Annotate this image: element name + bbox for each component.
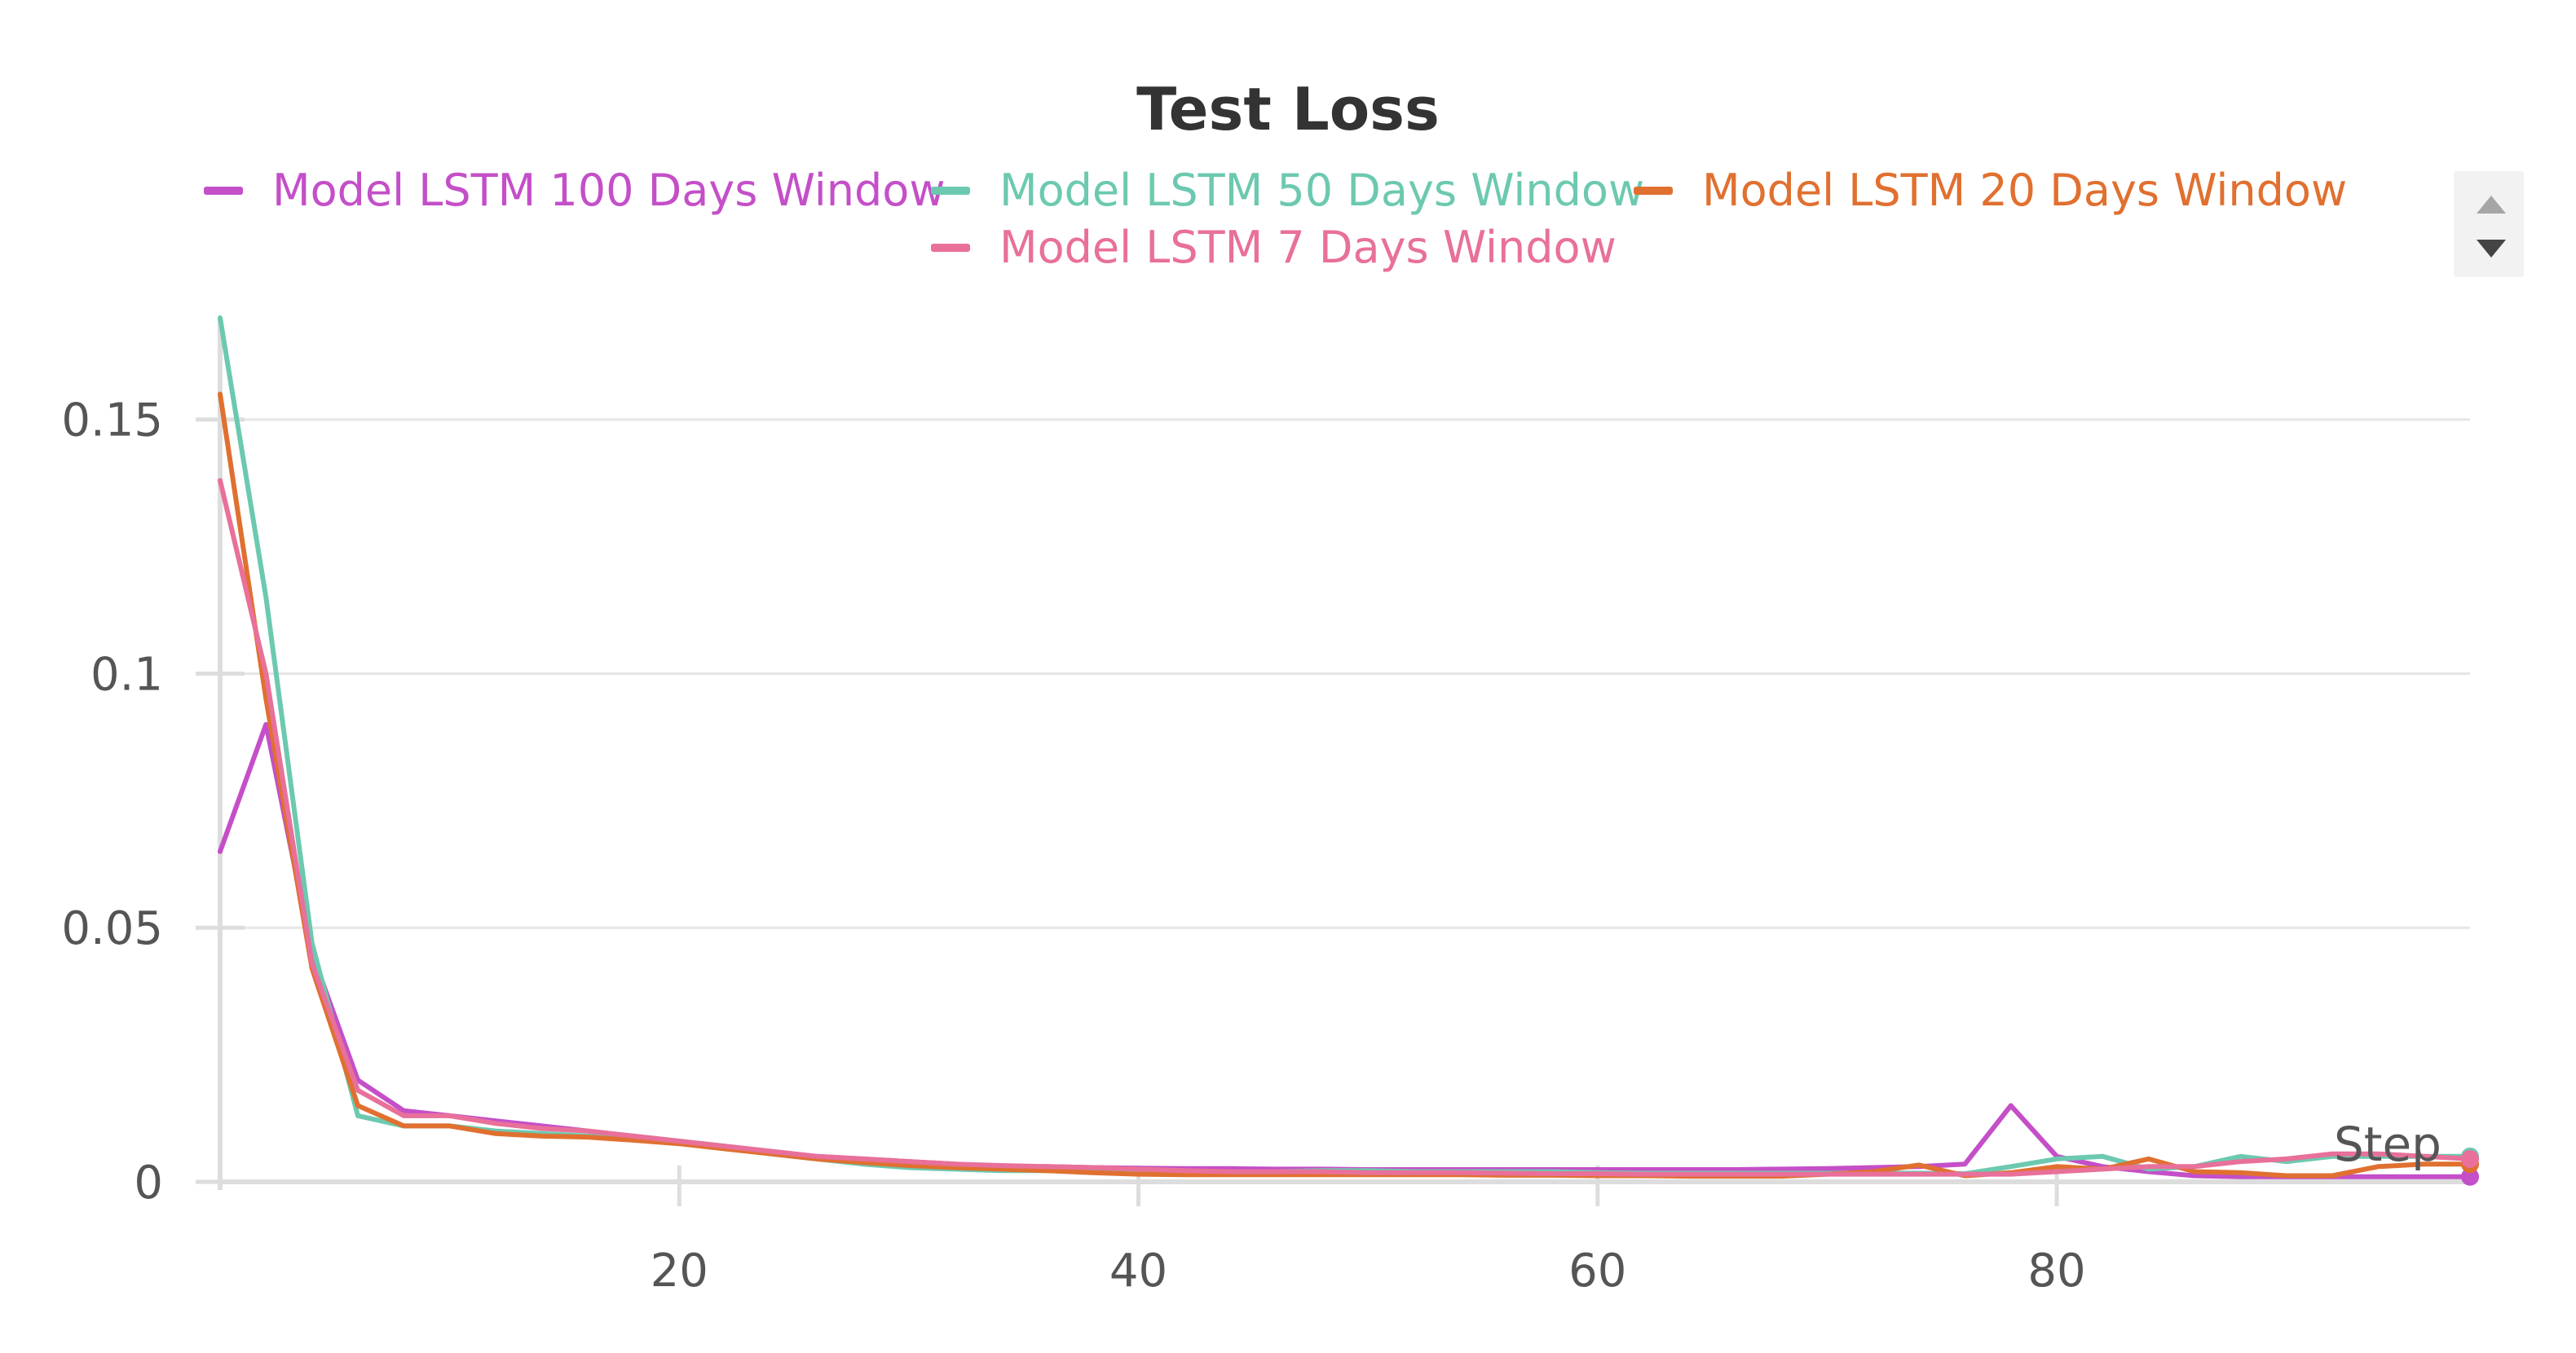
series-line-0 — [218, 721, 2472, 1179]
x-axis-label: Step — [2334, 1117, 2441, 1172]
series-line-3 — [218, 478, 2472, 1177]
chart-title: Test Loss — [1136, 75, 1440, 143]
x-tick-label: 40 — [1109, 1245, 1167, 1298]
legend-label: Model LSTM 20 Days Window — [1702, 165, 2348, 216]
legend-swatch — [204, 186, 243, 195]
series-end-marker — [2461, 1149, 2479, 1168]
legend-item-20-days[interactable]: Model LSTM 20 Days Window — [1634, 165, 2347, 216]
y-tick-label: 0.05 — [61, 902, 163, 955]
legend-label: Model LSTM 50 Days Window — [999, 165, 1645, 216]
legend-swatch — [1634, 186, 1673, 195]
series-line-2 — [218, 391, 2472, 1179]
legend-item-50-days[interactable]: Model LSTM 50 Days Window — [931, 165, 1644, 216]
scroll-up-icon[interactable] — [2477, 196, 2506, 214]
y-tick-label: 0.1 — [90, 648, 163, 701]
y-tick-label: 0.15 — [61, 394, 163, 447]
legend-swatch — [931, 243, 970, 252]
legend-scroll-control — [2454, 171, 2524, 277]
x-tick-label: 80 — [2027, 1245, 2085, 1298]
series-end-marker — [2461, 1167, 2479, 1186]
x-tick-label: 20 — [651, 1245, 708, 1298]
y-tick-label: 0 — [134, 1157, 163, 1210]
legend-label: Model LSTM 7 Days Window — [999, 222, 1617, 273]
legend-label: Model LSTM 100 Days Window — [272, 165, 946, 216]
series-line-1 — [218, 315, 2472, 1176]
legend-item-100-days[interactable]: Model LSTM 100 Days Window — [204, 165, 945, 216]
legend-item-7-days[interactable]: Model LSTM 7 Days Window — [931, 222, 1617, 273]
scroll-down-icon[interactable] — [2477, 240, 2506, 258]
legend: Model LSTM 100 Days Window Model LSTM 50… — [204, 165, 2364, 287]
legend-swatch — [931, 186, 970, 195]
x-tick-label: 60 — [1568, 1245, 1626, 1298]
